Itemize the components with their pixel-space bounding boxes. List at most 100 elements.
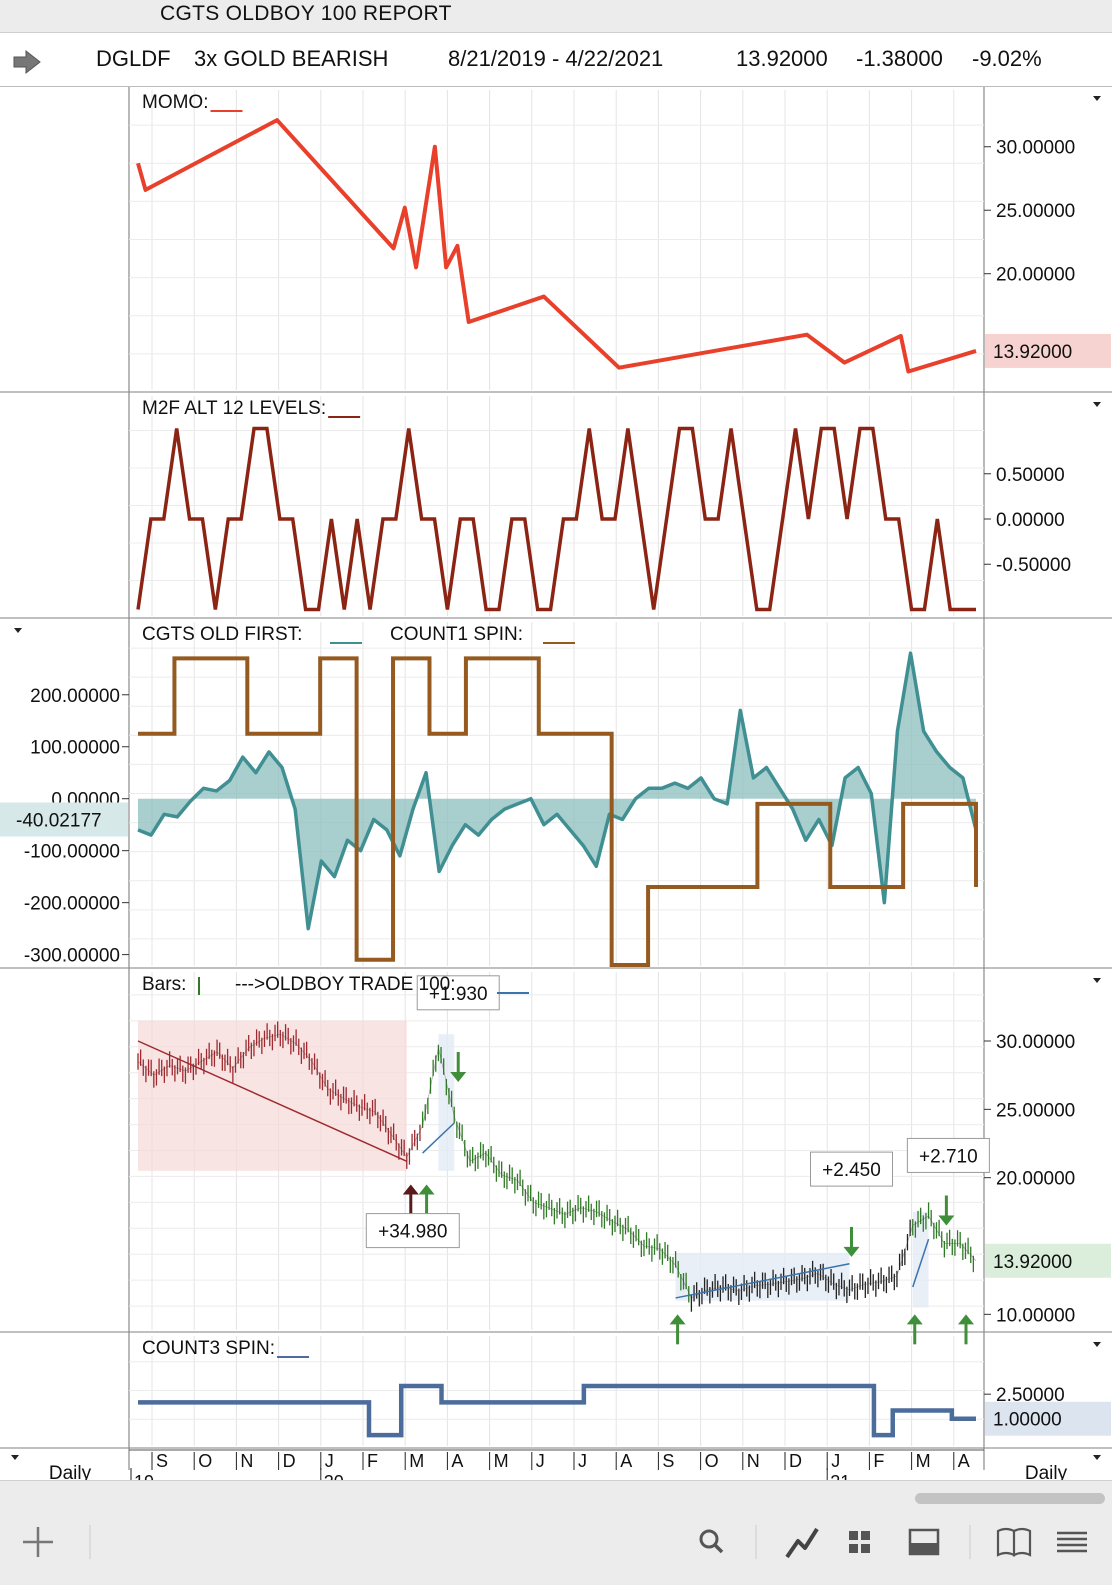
- entry-arrow-icon: [418, 1184, 435, 1215]
- pane-menu-arrow-icon[interactable]: [14, 628, 22, 633]
- arrow-head: [402, 1184, 419, 1195]
- exit-arrow-icon: [843, 1226, 860, 1257]
- price-change: -1.38000: [856, 46, 943, 71]
- y-tick-label: 10.00000: [996, 1305, 1075, 1326]
- pane-menu-arrow-icon[interactable]: [1093, 1342, 1101, 1347]
- chart-area[interactable]: MOMO: 30.00000 25.00000 20.00000 13.92000 M2F…: [0, 0, 1112, 1480]
- trade-zone-long: [912, 1211, 929, 1308]
- y-tick-label: -200.00000: [24, 894, 120, 915]
- trade-label-text: +34.980: [378, 1222, 447, 1243]
- date-range: 8/21/2019 - 4/22/2021: [448, 46, 664, 71]
- first-last-value: -40.02177: [0, 802, 128, 837]
- search-icon[interactable]: [699, 1529, 724, 1554]
- x-axis: S O N D J F M A M J J A S O N D J F M A 19 20 21 Daily Daily: [11, 1449, 1101, 1480]
- period-selector-right: Daily: [1025, 1463, 1068, 1480]
- instrument-name: 3x GOLD BEARISH: [194, 46, 389, 71]
- x-tick-label-month: A: [620, 1451, 632, 1471]
- y-tick-label: -300.00000: [24, 946, 120, 967]
- plus-icon[interactable]: [23, 1527, 53, 1557]
- exit-arrow-icon: [450, 1052, 467, 1082]
- bars-last-value: 13.92000: [985, 1243, 1111, 1278]
- share-arrow-icon[interactable]: [12, 49, 42, 75]
- x-tick-label-year: 19: [134, 1472, 154, 1480]
- arrow-head: [958, 1314, 974, 1325]
- arrow-head: [418, 1184, 435, 1195]
- y-tick-label: 0.50000: [996, 465, 1065, 486]
- pane-menu-arrow-icon[interactable]: [1093, 978, 1101, 983]
- y-axis: 30.00000 25.00000 20.00000 10.00000: [984, 1032, 1075, 1326]
- momo-last-value: 13.92000: [985, 333, 1111, 368]
- bottom-toolbar: [0, 1480, 1112, 1585]
- trade-label-box: [416, 975, 500, 1011]
- entry-arrow-icon: [906, 1314, 923, 1345]
- pane-title-text: Bars:: [142, 974, 186, 995]
- y-tick-label: 200.00000: [30, 686, 120, 707]
- last-value-badge: [985, 1243, 1111, 1278]
- entry-arrow-icon: [402, 1184, 419, 1215]
- pane-menu-arrow-icon[interactable]: [1093, 96, 1101, 101]
- dropdown-arrow-icon[interactable]: [11, 1455, 19, 1460]
- y-tick-label: 100.00000: [30, 738, 120, 759]
- trade-zone-long: [438, 1034, 455, 1171]
- x-tick-label-month: S: [662, 1451, 674, 1471]
- arrow-head: [669, 1314, 686, 1325]
- last-value-badge: [985, 333, 1111, 368]
- last-value-label: 13.92000: [993, 1252, 1072, 1273]
- panel-icon[interactable]: [908, 1528, 940, 1556]
- period-selector-left: Daily: [49, 1463, 92, 1480]
- x-tick-label-month: J: [536, 1451, 545, 1471]
- horizontal-gridlines: [129, 124, 984, 355]
- menu-icon[interactable]: [1057, 1531, 1087, 1553]
- y-tick-label: 25.00000: [996, 1100, 1075, 1121]
- last-value-badge: [0, 802, 128, 837]
- report-title-bar: CGTS OLDBOY 100 REPORT: [0, 0, 1112, 33]
- pane-menu-arrow-icon[interactable]: [1093, 402, 1101, 407]
- pane-title: Bars: --->OLDBOY TRADE 100:: [142, 974, 529, 995]
- x-tick-label-month: D: [283, 1451, 296, 1471]
- last-value-label: 13.92000: [993, 342, 1072, 363]
- chart-style-icon[interactable]: [785, 1527, 819, 1559]
- oldboy-trade-line: [675, 1263, 850, 1299]
- pane-title-text-2: --->OLDBOY TRADE 100:: [235, 974, 456, 995]
- trade-profit-label: +1.930: [416, 975, 500, 1011]
- x-tick-label-month: M: [916, 1451, 931, 1471]
- y-tick-label: 20.00000: [996, 265, 1075, 286]
- pane-title-text: M2F ALT 12 LEVELS:: [142, 398, 326, 419]
- trade-label-box: [810, 1151, 894, 1187]
- pane-title: M2F ALT 12 LEVELS:: [142, 398, 361, 419]
- count1-spin-line: [138, 656, 978, 967]
- grid-icon[interactable]: [849, 1531, 870, 1553]
- dropdown-arrow-icon[interactable]: [1093, 1455, 1101, 1460]
- trade-label-box: [365, 1213, 460, 1249]
- trade-label-box: [906, 1137, 990, 1173]
- trade-label-text: +1.930: [429, 984, 488, 1005]
- y-axis: 30.00000 25.00000 20.00000: [984, 138, 1075, 286]
- x-tick-label-month: S: [156, 1451, 168, 1471]
- book-icon[interactable]: [996, 1527, 1032, 1557]
- x-tick-label-year: 20: [324, 1472, 344, 1480]
- horizontal-scrollbar[interactable]: [915, 1493, 1105, 1504]
- x-tick-label-month: F: [367, 1451, 378, 1471]
- pane-title-text: MOMO:: [142, 92, 209, 113]
- trade-profit-label: +2.450: [810, 1151, 894, 1187]
- x-tick-label-month: M: [409, 1451, 424, 1471]
- last-value-label: 1.00000: [993, 1410, 1062, 1431]
- exit-arrow-icon: [938, 1195, 955, 1226]
- trade-label-text: +2.710: [919, 1146, 978, 1167]
- last-value-label: -40.02177: [16, 811, 102, 832]
- y-tick-label: 0.00000: [996, 510, 1065, 531]
- bars-close-line: [137, 1033, 977, 1299]
- x-tick-label-month: J: [831, 1451, 840, 1471]
- symbol: DGLDF: [96, 46, 171, 71]
- y-tick-label: 20.00000: [996, 1169, 1075, 1190]
- y-tick-label: 30.00000: [996, 138, 1075, 159]
- pane-title: MOMO:: [142, 92, 243, 113]
- count3-spin-line: [138, 1383, 976, 1438]
- arrow-head: [843, 1246, 860, 1257]
- y-tick-label: 25.00000: [996, 201, 1075, 222]
- horizontal-gridlines: [129, 1361, 984, 1420]
- pane-title: CGTS OLD FIRST: COUNT1 SPIN:: [142, 624, 575, 645]
- pane-title-text: COUNT3 SPIN:: [142, 1338, 275, 1359]
- last-price: 13.92000: [736, 46, 828, 71]
- arrow-head: [906, 1314, 923, 1325]
